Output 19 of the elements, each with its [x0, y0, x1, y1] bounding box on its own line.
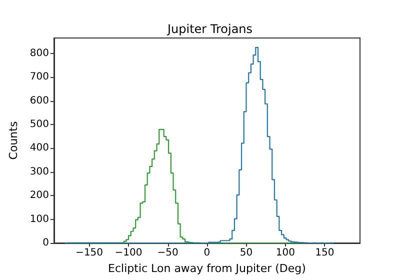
x-tick-label: 0 — [204, 248, 210, 258]
y-tick-label: 600 — [30, 95, 49, 106]
chart-title: Jupiter Trojans — [166, 22, 253, 36]
x-tick-label: −100 — [114, 248, 142, 258]
y-tick-label: 400 — [30, 142, 49, 154]
y-tick-label: 100 — [30, 214, 49, 225]
y-tick-label: 200 — [30, 190, 49, 202]
y-tick-label: 500 — [30, 119, 49, 130]
y-tick-label: 800 — [30, 48, 49, 59]
x-tick-label: −50 — [157, 248, 178, 258]
y-tick-label: 300 — [30, 166, 49, 178]
x-tick-label: −150 — [76, 248, 104, 258]
x-tick-label: 100 — [276, 248, 296, 258]
x-tick-label: 50 — [240, 248, 253, 258]
x-axis-title: Ecliptic Lon away from Jupiter (Deg) — [108, 262, 306, 275]
y-axis-title: Counts — [7, 121, 20, 160]
y-tick-label: 700 — [30, 72, 49, 83]
y-tick-label: 0 — [42, 238, 49, 248]
x-tick-label: 150 — [315, 248, 334, 258]
